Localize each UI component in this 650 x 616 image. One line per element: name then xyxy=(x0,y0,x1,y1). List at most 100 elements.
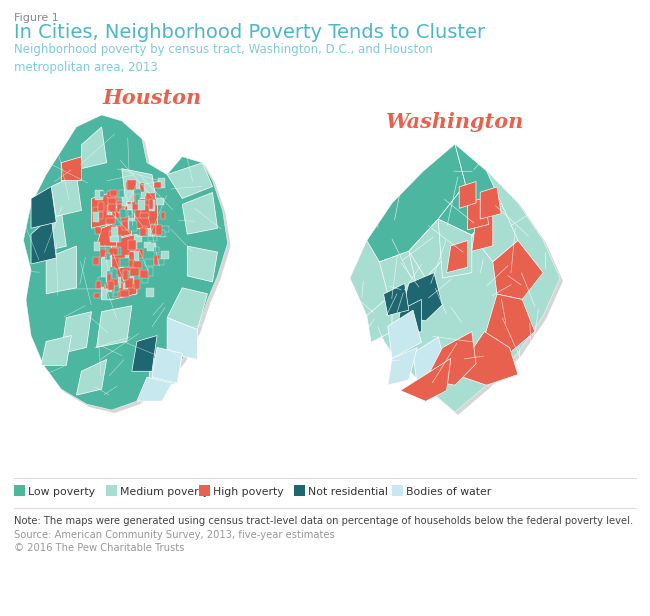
Polygon shape xyxy=(120,290,129,297)
Polygon shape xyxy=(96,227,101,234)
Polygon shape xyxy=(148,233,157,241)
Polygon shape xyxy=(140,184,144,192)
Polygon shape xyxy=(117,204,122,212)
Polygon shape xyxy=(112,282,122,287)
Polygon shape xyxy=(118,204,124,213)
Polygon shape xyxy=(384,283,409,315)
Polygon shape xyxy=(409,219,451,278)
Polygon shape xyxy=(31,216,57,264)
Polygon shape xyxy=(108,198,116,205)
Polygon shape xyxy=(459,182,476,208)
Polygon shape xyxy=(135,193,140,205)
Polygon shape xyxy=(153,226,161,232)
Polygon shape xyxy=(161,212,165,219)
Polygon shape xyxy=(426,331,476,385)
Text: Note: The maps were generated using census tract-level data on percentage of hou: Note: The maps were generated using cens… xyxy=(14,516,633,526)
Polygon shape xyxy=(380,251,417,294)
Polygon shape xyxy=(125,278,133,288)
Polygon shape xyxy=(92,192,117,229)
Polygon shape xyxy=(108,203,116,213)
Polygon shape xyxy=(112,247,122,255)
Polygon shape xyxy=(106,218,114,224)
Polygon shape xyxy=(123,270,129,281)
Polygon shape xyxy=(94,242,101,251)
Polygon shape xyxy=(109,248,118,255)
Polygon shape xyxy=(146,197,150,205)
Polygon shape xyxy=(125,199,131,204)
Polygon shape xyxy=(142,274,148,283)
Polygon shape xyxy=(350,144,560,412)
Polygon shape xyxy=(102,290,112,299)
Polygon shape xyxy=(123,270,128,280)
Polygon shape xyxy=(137,377,172,401)
Text: Bodies of water: Bodies of water xyxy=(406,487,491,497)
Polygon shape xyxy=(140,227,146,236)
Polygon shape xyxy=(133,261,142,268)
Polygon shape xyxy=(155,255,160,265)
Polygon shape xyxy=(130,274,136,283)
Polygon shape xyxy=(132,336,157,371)
Text: Figure 1: Figure 1 xyxy=(14,13,58,23)
Polygon shape xyxy=(142,226,147,233)
Polygon shape xyxy=(158,259,164,265)
Polygon shape xyxy=(438,144,501,235)
Polygon shape xyxy=(51,174,81,216)
Polygon shape xyxy=(93,207,98,215)
Text: In Cities, Neighborhood Poverty Tends to Cluster: In Cities, Neighborhood Poverty Tends to… xyxy=(14,23,485,42)
Polygon shape xyxy=(144,242,151,248)
Polygon shape xyxy=(140,270,149,278)
Polygon shape xyxy=(23,115,228,410)
Polygon shape xyxy=(116,201,125,210)
Polygon shape xyxy=(151,224,155,235)
Polygon shape xyxy=(134,274,139,283)
Polygon shape xyxy=(157,230,164,235)
Polygon shape xyxy=(367,294,392,342)
Polygon shape xyxy=(159,225,169,232)
Bar xyxy=(199,485,210,496)
Polygon shape xyxy=(98,277,106,286)
Polygon shape xyxy=(133,195,137,203)
Polygon shape xyxy=(353,147,563,415)
Polygon shape xyxy=(110,198,118,206)
Polygon shape xyxy=(388,347,417,385)
Polygon shape xyxy=(122,197,127,206)
Polygon shape xyxy=(108,280,114,290)
Polygon shape xyxy=(147,354,182,389)
Polygon shape xyxy=(155,198,164,205)
Polygon shape xyxy=(135,207,141,218)
Polygon shape xyxy=(81,127,107,169)
Polygon shape xyxy=(111,267,115,273)
Polygon shape xyxy=(77,359,107,395)
Polygon shape xyxy=(122,221,129,230)
Polygon shape xyxy=(455,331,518,385)
Polygon shape xyxy=(129,222,136,230)
Polygon shape xyxy=(400,359,451,401)
Polygon shape xyxy=(130,251,139,262)
Polygon shape xyxy=(472,214,493,251)
Polygon shape xyxy=(98,212,103,219)
Polygon shape xyxy=(413,337,447,385)
Polygon shape xyxy=(148,229,155,236)
Polygon shape xyxy=(114,283,119,292)
Polygon shape xyxy=(119,283,128,289)
Polygon shape xyxy=(493,240,543,299)
Polygon shape xyxy=(134,188,141,198)
Polygon shape xyxy=(111,275,118,286)
Polygon shape xyxy=(120,258,129,267)
Polygon shape xyxy=(151,225,156,234)
Text: Neighborhood poverty by census tract, Washington, D.C., and Houston
metropolitan: Neighborhood poverty by census tract, Wa… xyxy=(14,43,433,74)
Polygon shape xyxy=(93,212,99,222)
Polygon shape xyxy=(130,268,138,276)
Polygon shape xyxy=(154,247,159,253)
Polygon shape xyxy=(167,318,198,359)
Polygon shape xyxy=(110,190,116,197)
Polygon shape xyxy=(112,235,121,241)
Text: High poverty: High poverty xyxy=(213,487,283,497)
Polygon shape xyxy=(480,187,501,219)
Polygon shape xyxy=(61,312,92,354)
Polygon shape xyxy=(105,284,114,294)
Polygon shape xyxy=(105,253,110,261)
Polygon shape xyxy=(110,275,117,286)
Polygon shape xyxy=(112,269,117,279)
Polygon shape xyxy=(94,257,99,265)
